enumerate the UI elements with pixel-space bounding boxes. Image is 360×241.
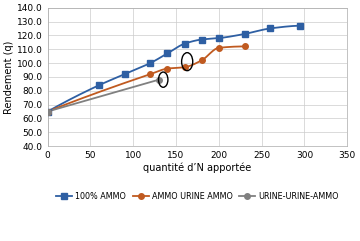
Legend: 100% AMMO, AMMO URINE AMMO, URINE-URINE-AMMO: 100% AMMO, AMMO URINE AMMO, URINE-URINE-… (53, 189, 342, 204)
Y-axis label: Rendement (q): Rendement (q) (4, 40, 14, 114)
X-axis label: quantité d’N apportée: quantité d’N apportée (143, 163, 252, 173)
